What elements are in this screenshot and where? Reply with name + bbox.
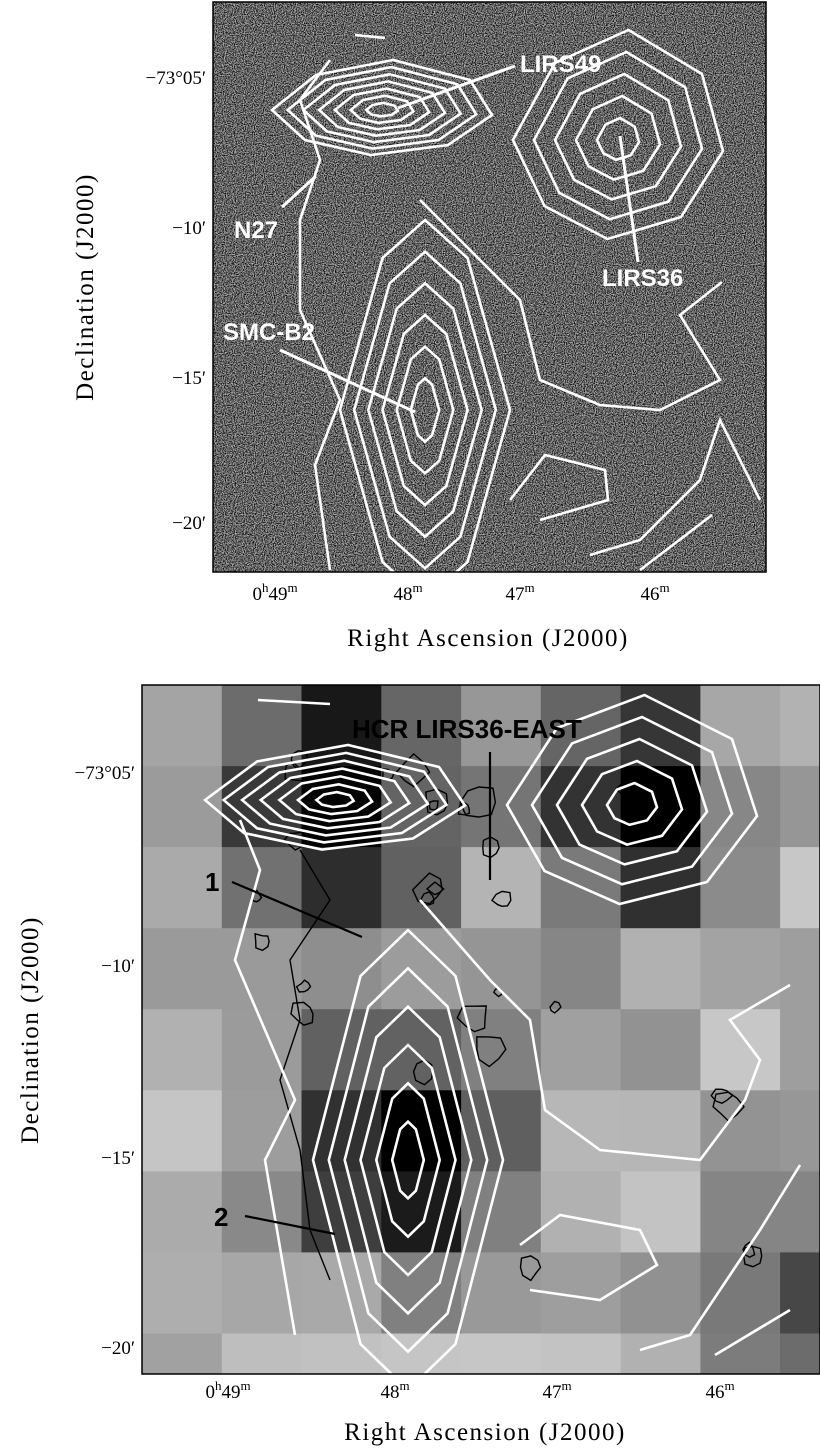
pixel bbox=[780, 928, 820, 1010]
pixel bbox=[381, 1252, 461, 1334]
pixel bbox=[381, 847, 461, 929]
pixel bbox=[461, 766, 541, 848]
pixel bbox=[621, 928, 701, 1010]
pixel bbox=[780, 847, 820, 929]
pixel bbox=[541, 928, 621, 1010]
pixel bbox=[142, 1171, 222, 1253]
figure: LIRS49 N27 LIRS36 SMC-B2 −73°05′ −10′ −1… bbox=[0, 0, 820, 1454]
pixel bbox=[222, 1171, 302, 1253]
pixel bbox=[780, 1252, 820, 1334]
y-axis-label: Declination (J2000) bbox=[17, 916, 44, 1144]
x-tick-label: 47m bbox=[542, 1378, 571, 1403]
x-axis-label: Right Ascension (J2000) bbox=[344, 1419, 626, 1446]
annotation: N27 bbox=[234, 217, 278, 244]
y-axis-label: Declination (J2000) bbox=[72, 173, 99, 401]
pixel bbox=[302, 928, 382, 1010]
panel-bottom: HCR LIRS36-EAST 1 2 bbox=[142, 685, 820, 1415]
y-tick-label: −73°05′ bbox=[75, 763, 135, 784]
pixel bbox=[461, 1252, 541, 1334]
y-tick-label: −10′ bbox=[101, 956, 135, 977]
y-tick-label: −10′ bbox=[172, 218, 206, 239]
x-tick-label: 46m bbox=[640, 580, 669, 605]
x-tick-label: 0h49m bbox=[205, 1378, 250, 1403]
pixel bbox=[700, 766, 780, 848]
pixel bbox=[780, 1090, 820, 1172]
y-tick-label: −20′ bbox=[101, 1338, 135, 1359]
panel-top: LIRS49 N27 LIRS36 SMC-B2 bbox=[213, 2, 766, 600]
x-tick-label: 48m bbox=[380, 1378, 409, 1403]
annotation: HCR LIRS36-EAST bbox=[352, 714, 582, 744]
pixel bbox=[461, 847, 541, 929]
image-pixels bbox=[142, 685, 820, 1415]
pixel bbox=[302, 1252, 382, 1334]
pixel bbox=[142, 1090, 222, 1172]
x-axis-label: Right Ascension (J2000) bbox=[347, 625, 629, 652]
pixel bbox=[222, 1252, 302, 1334]
pixel bbox=[780, 685, 820, 767]
pixel bbox=[541, 1009, 621, 1091]
annotation: LIRS49 bbox=[520, 51, 601, 78]
pixel bbox=[461, 928, 541, 1010]
pixel bbox=[142, 928, 222, 1010]
y-tick-label: −15′ bbox=[172, 368, 206, 389]
pixel bbox=[541, 1090, 621, 1172]
pixel bbox=[621, 1009, 701, 1091]
y-tick-label: −73°05′ bbox=[146, 68, 206, 89]
x-tick-label: 0h49m bbox=[252, 580, 297, 605]
pixel bbox=[780, 1009, 820, 1091]
pixel bbox=[222, 847, 302, 929]
pixel bbox=[142, 1009, 222, 1091]
pixel bbox=[780, 766, 820, 848]
pixel bbox=[700, 847, 780, 929]
pixel bbox=[222, 1090, 302, 1172]
y-tick-label: −20′ bbox=[172, 513, 206, 534]
pixel bbox=[621, 1171, 701, 1253]
pixel bbox=[541, 1171, 621, 1253]
x-tick-label: 47m bbox=[505, 580, 534, 605]
annotation: 2 bbox=[214, 1202, 228, 1232]
pixel bbox=[700, 1171, 780, 1253]
pixel bbox=[222, 928, 302, 1010]
pixel bbox=[780, 1171, 820, 1253]
annotation: 1 bbox=[205, 867, 219, 897]
x-tick-label: 48m bbox=[393, 580, 422, 605]
pixel bbox=[621, 1252, 701, 1334]
pixel bbox=[142, 766, 222, 848]
x-tick-label: 46m bbox=[705, 1378, 734, 1403]
pixel bbox=[142, 1252, 222, 1334]
annotation: SMC-B2 bbox=[223, 319, 315, 346]
pixel bbox=[700, 1009, 780, 1091]
y-tick-label: −15′ bbox=[101, 1148, 135, 1169]
annotation: LIRS36 bbox=[602, 265, 683, 292]
pixel bbox=[142, 685, 222, 767]
